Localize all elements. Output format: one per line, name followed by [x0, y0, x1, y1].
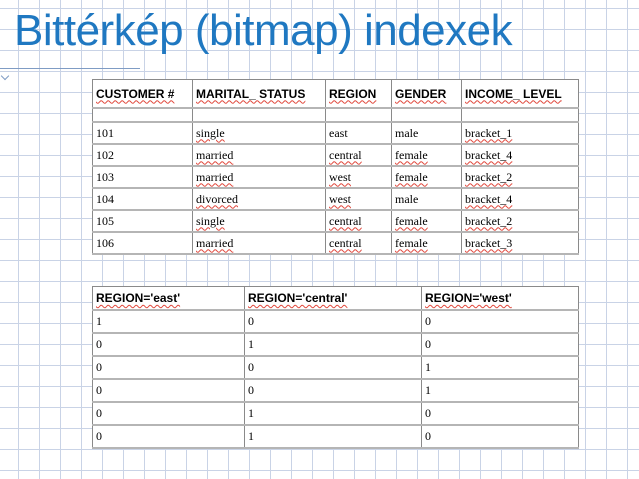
- table-cell: west: [325, 165, 392, 189]
- table-cell: female: [391, 209, 462, 233]
- column-header-region: REGION: [325, 79, 392, 109]
- table-cell: female: [391, 143, 462, 167]
- table-cell: 0: [92, 332, 245, 357]
- table-cell: 0: [92, 424, 245, 449]
- table-cell: 101: [92, 121, 193, 145]
- table-cell: 102: [92, 143, 193, 167]
- table-row: 1 0 0: [92, 309, 579, 334]
- table-cell: 0: [421, 332, 579, 357]
- table-row: 0 1 0: [92, 401, 579, 426]
- table-cell: 1: [244, 424, 422, 449]
- table-cell: bracket_2: [461, 209, 579, 233]
- table-cell: 0: [244, 309, 422, 334]
- table-row: 0 0 1: [92, 378, 579, 403]
- table-cell: single: [192, 121, 326, 145]
- table-cell: married: [192, 143, 326, 167]
- table-cell: central: [325, 143, 392, 167]
- table-cell: 0: [421, 401, 579, 426]
- table-row: 0 1 0: [92, 332, 579, 357]
- table-cell: married: [192, 165, 326, 189]
- table-row: 102 married central female bracket_4: [92, 143, 579, 167]
- table-cell: 106: [92, 231, 193, 255]
- customer-table-header-row: CUSTOMER # MARITAL_ STATUS REGION GENDER…: [92, 79, 579, 109]
- table-cell: bracket_4: [461, 187, 579, 211]
- table-cell: male: [391, 121, 462, 145]
- bitmap-table-header-row: REGION='east' REGION='central' REGION='w…: [92, 286, 579, 311]
- column-header-region-central: REGION='central': [244, 286, 422, 311]
- column-header-region-west: REGION='west': [421, 286, 579, 311]
- table-cell: 1: [244, 332, 422, 357]
- table-cell: west: [325, 187, 392, 211]
- table-cell: 0: [244, 355, 422, 380]
- customer-table-spacer-row: [92, 107, 579, 123]
- bitmap-index-table: REGION='east' REGION='central' REGION='w…: [92, 286, 579, 449]
- table-row: 0 0 1: [92, 355, 579, 380]
- table-row: 105 single central female bracket_2: [92, 209, 579, 233]
- column-header-marital-status: MARITAL_ STATUS: [192, 79, 326, 109]
- table-cell: 0: [92, 378, 245, 403]
- table-cell: 1: [244, 401, 422, 426]
- table-cell: married: [192, 231, 326, 255]
- table-cell: 0: [92, 355, 245, 380]
- table-cell: 0: [92, 401, 245, 426]
- table-cell: 103: [92, 165, 193, 189]
- table-cell: 0: [421, 309, 579, 334]
- table-cell: divorced: [192, 187, 326, 211]
- customer-table: CUSTOMER # MARITAL_ STATUS REGION GENDER…: [92, 79, 579, 255]
- table-cell: 1: [421, 378, 579, 403]
- table-cell: male: [391, 187, 462, 211]
- table-row: 103 married west female bracket_2: [92, 165, 579, 189]
- table-cell: female: [391, 231, 462, 255]
- table-cell: bracket_1: [461, 121, 579, 145]
- table-row: 0 1 0: [92, 424, 579, 449]
- table-cell: east: [325, 121, 392, 145]
- table-cell: central: [325, 209, 392, 233]
- table-cell: 1: [421, 355, 579, 380]
- column-header-income-level: INCOME_ LEVEL: [461, 79, 579, 109]
- title-divider: [0, 68, 140, 69]
- table-row: 106 married central female bracket_3: [92, 231, 579, 255]
- slide-title: Bittérkép (bitmap) indexek: [14, 6, 513, 55]
- table-cell: 1: [92, 309, 245, 334]
- table-cell: bracket_3: [461, 231, 579, 255]
- column-header-customer: CUSTOMER #: [92, 79, 193, 109]
- table-cell: central: [325, 231, 392, 255]
- table-cell: single: [192, 209, 326, 233]
- table-cell: 105: [92, 209, 193, 233]
- table-cell: bracket_2: [461, 165, 579, 189]
- table-cell: 104: [92, 187, 193, 211]
- corner-mark-icon: [0, 71, 10, 81]
- table-row: 104 divorced west male bracket_4: [92, 187, 579, 211]
- column-header-gender: GENDER: [391, 79, 462, 109]
- table-cell: 0: [244, 378, 422, 403]
- table-cell: 0: [421, 424, 579, 449]
- table-row: 101 single east male bracket_1: [92, 121, 579, 145]
- table-cell: female: [391, 165, 462, 189]
- table-cell: bracket_4: [461, 143, 579, 167]
- column-header-region-east: REGION='east': [92, 286, 245, 311]
